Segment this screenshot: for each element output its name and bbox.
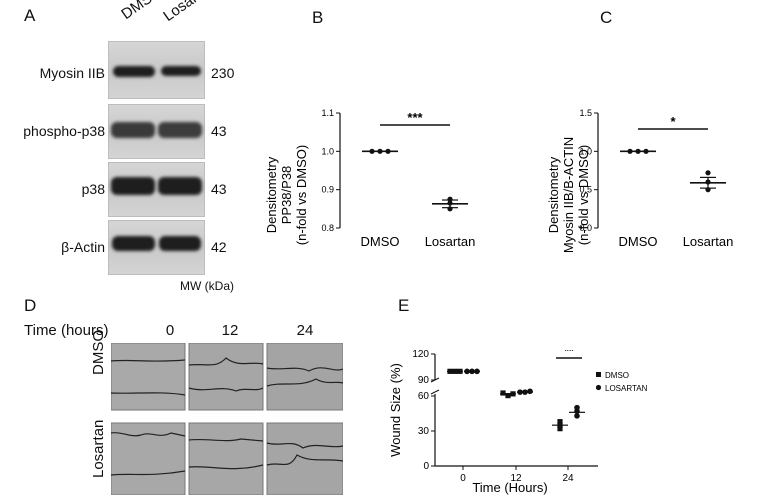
chart-c-ylabel-line: (n-fold vs DMSO)	[576, 145, 591, 245]
y-tick-label: 0.5	[579, 185, 592, 195]
y-tick-label: 0.9	[321, 185, 334, 195]
panel-a-letter: A	[24, 6, 36, 25]
chart-e: Wound Size (%) Time (Hours) 0 30 60 90 120 0 1…	[388, 350, 648, 495]
chart-b-ylabel: Densitometry PP38/P38 (n-fold vs DMSO)	[264, 145, 309, 245]
data-point	[635, 148, 641, 154]
y-tick-label: 30	[418, 426, 430, 437]
blot-mw: 43	[211, 181, 227, 197]
blot-label: Myosin IIB	[39, 65, 105, 81]
data-point	[369, 148, 375, 154]
y-tick-label: 90	[418, 375, 430, 386]
data-point	[527, 388, 533, 395]
panel-e-letter: E	[398, 296, 410, 315]
data-point	[643, 148, 649, 154]
blot-mw: 230	[211, 65, 235, 81]
time-0: 0	[165, 322, 175, 339]
scratch-images	[111, 343, 343, 495]
time-24: 24	[296, 322, 314, 339]
x-tick-label: Losartan	[425, 234, 476, 249]
data-point	[447, 200, 453, 206]
panel-d-letter: D	[24, 296, 37, 315]
chart-c-ylabel-line: Densitometry	[546, 156, 561, 233]
data-point	[557, 419, 563, 425]
x-tick-label: DMSO	[361, 234, 400, 249]
panel-b-letter: B	[312, 8, 324, 27]
chart-c-ylabel-line: Myosin IIB/B-ACTIN	[561, 137, 576, 253]
row-label-losartan: Losartan	[90, 419, 107, 478]
data-point	[385, 148, 391, 154]
lane-label-dmso: DMSO	[118, 0, 165, 24]
legend-label: LOSARTAN	[605, 384, 648, 393]
data-point	[505, 393, 511, 399]
blot-mw: 42	[211, 239, 227, 255]
significance-marker: *	[670, 114, 676, 129]
lane-label-losartan: Losartan	[160, 0, 218, 26]
chart-c-ylabel: Densitometry Myosin IIB/B-ACTIN (n-fold …	[546, 137, 591, 253]
row-label-dmso: DMSO	[90, 330, 107, 375]
blot-image	[108, 220, 205, 275]
axis-break-mark	[430, 389, 440, 395]
x-tick-label: 24	[562, 473, 574, 484]
y-tick-label: 60	[418, 391, 430, 402]
chart-e-ylabel: Wound Size (%)	[388, 363, 403, 457]
data-point	[705, 179, 711, 185]
chart-b-ylabel-line: (n-fold vs DMSO)	[294, 145, 309, 245]
blot-label: β-Actin	[61, 239, 105, 255]
data-point	[705, 170, 711, 176]
blot-mw: 43	[211, 123, 227, 139]
blot-label: phospho-p38	[23, 123, 105, 139]
legend-label: DMSO	[605, 371, 629, 380]
data-point	[447, 196, 453, 202]
chart-b-ylabel-line: Densitometry	[264, 156, 279, 233]
x-tick-label: 0	[460, 473, 466, 484]
time-12: 12	[221, 322, 239, 339]
data-point	[574, 413, 580, 419]
y-tick-label: 1.5	[579, 108, 592, 118]
panel-c-letter: C	[600, 8, 613, 27]
x-tick-label: 12	[510, 473, 522, 484]
data-point	[557, 426, 563, 432]
blot-image	[108, 41, 205, 99]
blot-image	[108, 104, 205, 159]
y-tick-label: 1.1	[321, 108, 334, 118]
data-point	[500, 390, 506, 396]
time-label: Time (hours)	[24, 322, 109, 339]
significance-marker: **	[564, 350, 574, 358]
chart-c: Densitometry Myosin IIB/B-ACTIN (n-fold …	[546, 108, 734, 253]
data-point	[447, 206, 453, 212]
blot-image	[108, 162, 205, 217]
data-point	[627, 148, 633, 154]
data-point	[574, 404, 580, 411]
y-tick-label: 0	[423, 461, 429, 472]
legend-marker-square	[596, 372, 601, 377]
blot-label: p38	[81, 181, 105, 197]
data-point	[377, 148, 383, 154]
chart-b: Densitometry PP38/P38 (n-fold vs DMSO) 0…	[264, 108, 476, 249]
y-tick-label: 0.8	[321, 223, 334, 233]
y-tick-label: 1.0	[579, 146, 592, 156]
legend-marker-circle	[595, 384, 602, 391]
x-tick-label: DMSO	[619, 234, 658, 249]
y-tick-label: 1.0	[321, 146, 334, 156]
mw-unit-label: MW (kDa)	[180, 279, 234, 293]
significance-marker: ***	[407, 110, 423, 125]
y-tick-label: 0.0	[579, 223, 592, 233]
chart-e-xlabel: Time (Hours)	[472, 480, 547, 495]
x-tick-label: Losartan	[683, 234, 734, 249]
data-point	[705, 187, 711, 193]
y-tick-label: 120	[412, 350, 429, 360]
chart-b-ylabel-line: PP38/P38	[279, 166, 294, 225]
